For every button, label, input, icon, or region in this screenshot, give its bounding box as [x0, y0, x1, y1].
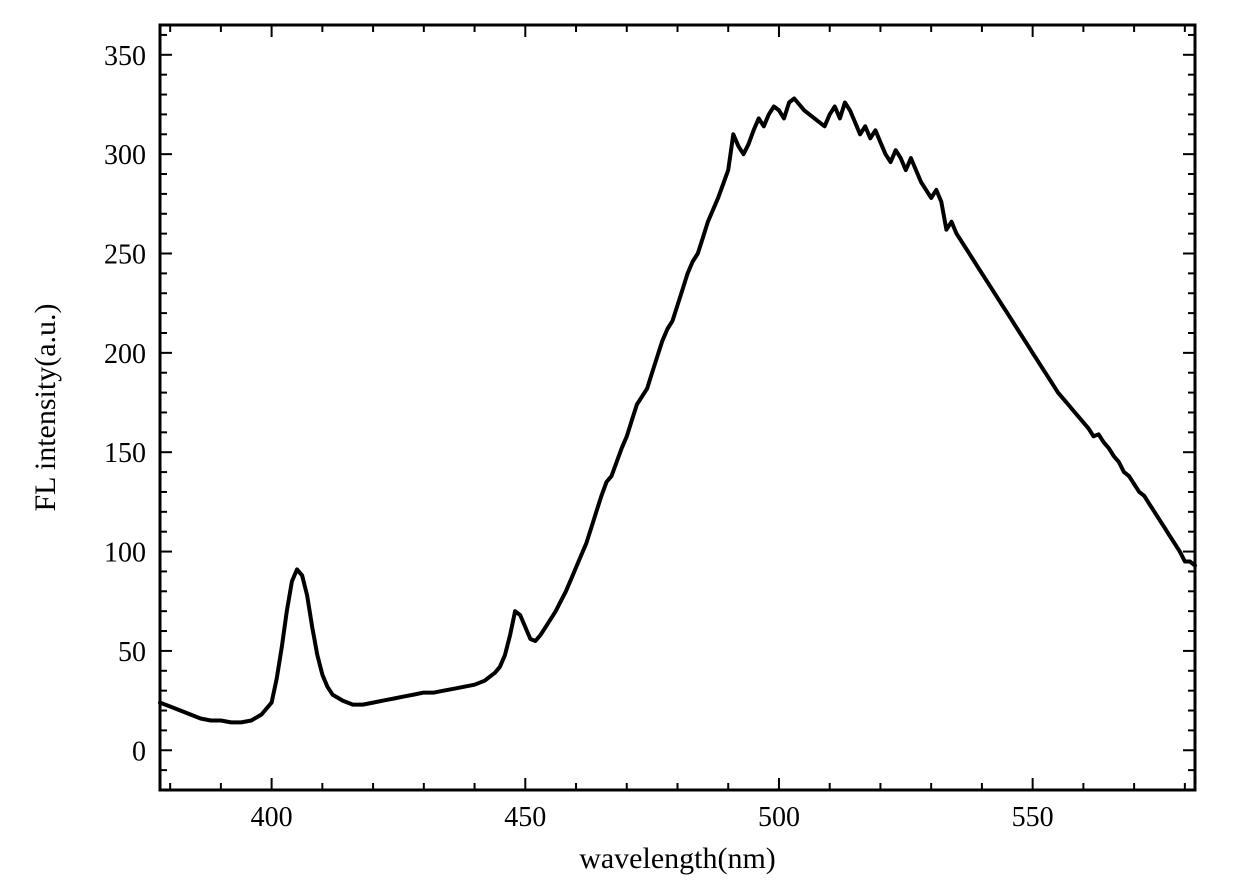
- x-tick-label: 450: [504, 802, 546, 833]
- y-tick-label: 50: [118, 637, 146, 668]
- fl-spectrum-chart: 400 450 500 550 0 50 100 150 200 250 300 350 wavelen…: [0, 0, 1240, 892]
- y-tick-label: 0: [132, 736, 146, 767]
- y-tick-label: 350: [104, 41, 146, 72]
- x-axis-label: wavelength(nm): [579, 842, 776, 875]
- chart-svg: 400 450 500 550 0 50 100 150 200 250 300 350 wavelen…: [0, 0, 1240, 892]
- x-tick-label: 400: [251, 802, 293, 833]
- y-tick-label: 100: [104, 538, 146, 569]
- x-tick-label: 500: [758, 802, 800, 833]
- y-tick-label: 150: [104, 438, 146, 469]
- y-tick-label: 300: [104, 140, 146, 171]
- y-tick-label: 200: [104, 339, 146, 370]
- y-tick-label: 250: [104, 240, 146, 271]
- x-tick-label: 550: [1012, 802, 1054, 833]
- plot-bg: [0, 0, 1240, 892]
- y-axis-label: FL intensity(a.u.): [29, 303, 62, 511]
